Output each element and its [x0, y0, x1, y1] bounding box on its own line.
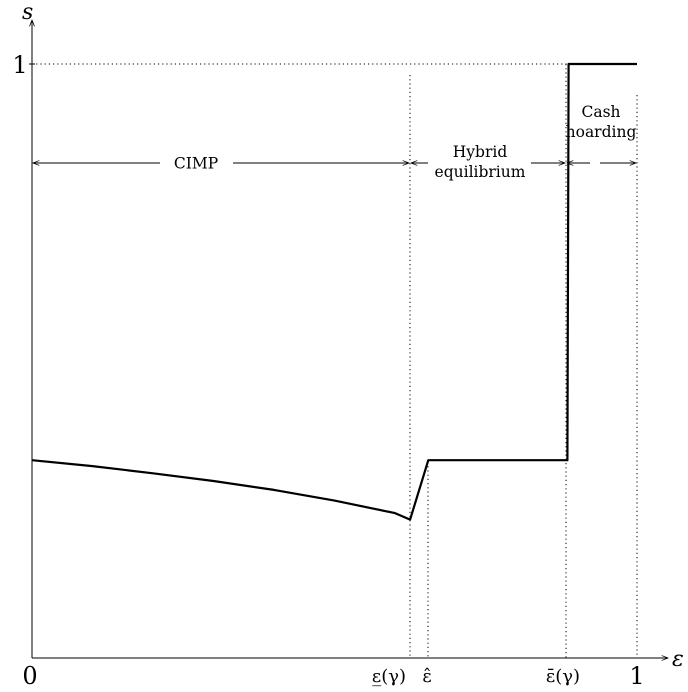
- y-tick-one: 1: [12, 51, 27, 79]
- origin-label: 0: [22, 662, 37, 690]
- x-tick-eps-underline: ε̲(γ): [372, 666, 406, 687]
- x-tick-eps-hat: ε̂: [422, 666, 431, 687]
- x-tick-eps-bar: ε̄(γ): [546, 666, 580, 687]
- region-label-cimp: CIMP: [174, 155, 218, 173]
- x-axis-label: ε: [672, 647, 684, 672]
- x-tick-one: 1: [629, 662, 644, 690]
- region-label-cash-line2: hoarding: [566, 123, 637, 141]
- region-label-hybrid-line2: equilibrium: [435, 163, 526, 181]
- y-axis-label: s: [22, 0, 33, 25]
- region-label-hybrid-line1: Hybrid: [453, 143, 508, 161]
- s-curve: [31, 62, 637, 521]
- region-label-cash-line1: Cash: [581, 103, 620, 121]
- dotted-guides: [32, 63, 638, 658]
